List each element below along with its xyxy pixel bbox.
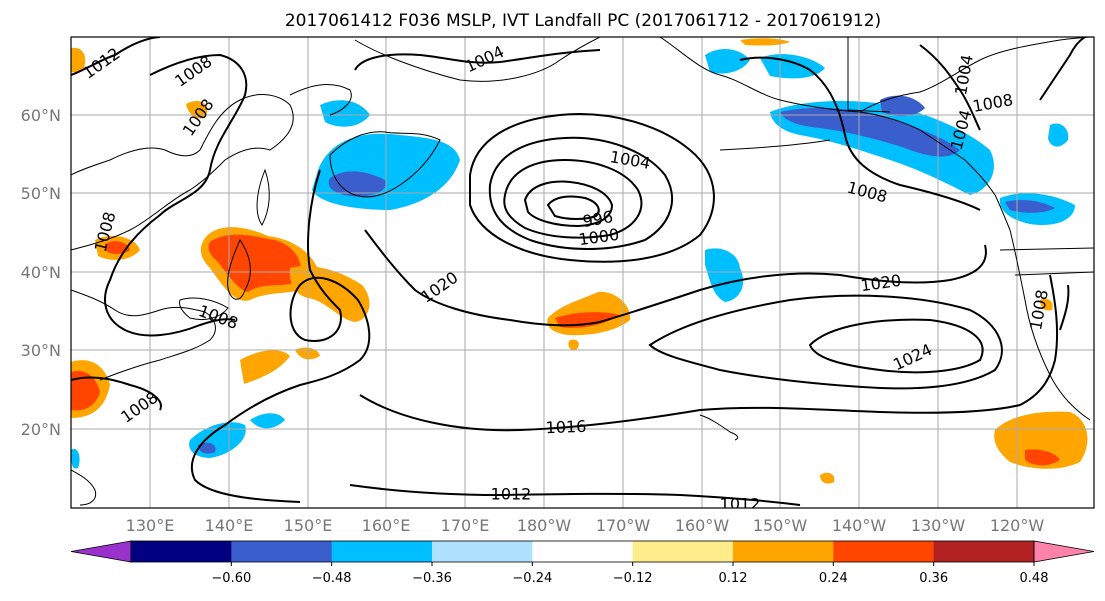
colorbar-tick-label: 0.48 (1020, 571, 1049, 586)
mslp-isobars (71, 37, 1086, 506)
isobar-label: 1012 (720, 495, 761, 514)
colorbar: −0.60 −0.48 −0.36 −0.24 −0.12 0.12 0.24 0.36 0.4… (70, 540, 1095, 586)
colorbar-segment (632, 541, 734, 562)
lat-tick-label: 20°N (21, 420, 61, 439)
colorbar-extend-min (70, 540, 132, 563)
colorbar-tick-label: −0.36 (412, 571, 452, 586)
colorbar-tick-label: 0.24 (819, 571, 848, 586)
colorbar-tick-label: 0.12 (719, 571, 748, 586)
colorbar-tick-label: −0.60 (211, 571, 251, 586)
colorbar-frame (130, 540, 1035, 563)
map-frame (70, 36, 1095, 509)
lon-tick-label: 120°W (990, 516, 1045, 535)
lat-tick-label: 50°N (21, 184, 61, 203)
lat-tick-label: 40°N (21, 263, 61, 282)
map-area: 1012 1008 1008 1004 1004 996 1000 1008 1… (70, 36, 1095, 514)
colorbar-tick-label: −0.48 (312, 571, 352, 586)
colorbar-segment (833, 541, 935, 562)
colorbar-segment (933, 541, 1035, 562)
lon-tick-label: 180°W (517, 516, 572, 535)
colorbar-segment (432, 541, 533, 562)
colorbar-tick-label: −0.12 (613, 571, 653, 586)
lat-tick-label: 60°N (21, 106, 61, 125)
lon-tick-label: 170°W (596, 516, 651, 535)
coastlines (71, 37, 1094, 506)
colorbar-extend-max (1033, 540, 1095, 563)
lon-tick-label: 130°E (126, 516, 175, 535)
colorbar-tick-label: −0.24 (512, 571, 552, 586)
lon-tick-label: 160°W (675, 516, 730, 535)
colorbar-segment (331, 541, 433, 562)
lon-tick-label: 150°E (284, 516, 333, 535)
colorbar-segment (131, 541, 232, 562)
figure-title: 2017061412 F036 MSLP, IVT Landfall PC (2… (285, 11, 881, 31)
colorbar-segment (532, 541, 634, 562)
lon-tick-label: 160°E (362, 516, 411, 535)
lon-tick-label: 170°E (441, 516, 490, 535)
isobar-label: 1012 (491, 485, 532, 504)
graticule (71, 37, 1094, 508)
latitude-labels: 60°N 50°N 40°N 30°N 20°N (21, 106, 61, 439)
lon-tick-label: 130°W (911, 516, 966, 535)
colorbar-segment (733, 541, 834, 562)
lon-tick-label: 140°E (205, 516, 254, 535)
lat-tick-label: 30°N (21, 341, 61, 360)
isobar-label: 1016 (545, 417, 586, 437)
lon-tick-label: 140°W (832, 516, 887, 535)
colorbar-tick-label: 0.36 (919, 571, 948, 586)
longitude-labels: 130°E 140°E 150°E 160°E 170°E 180°W 170°… (126, 516, 1045, 535)
lon-tick-label: 150°W (753, 516, 808, 535)
colorbar-segment (231, 541, 333, 562)
